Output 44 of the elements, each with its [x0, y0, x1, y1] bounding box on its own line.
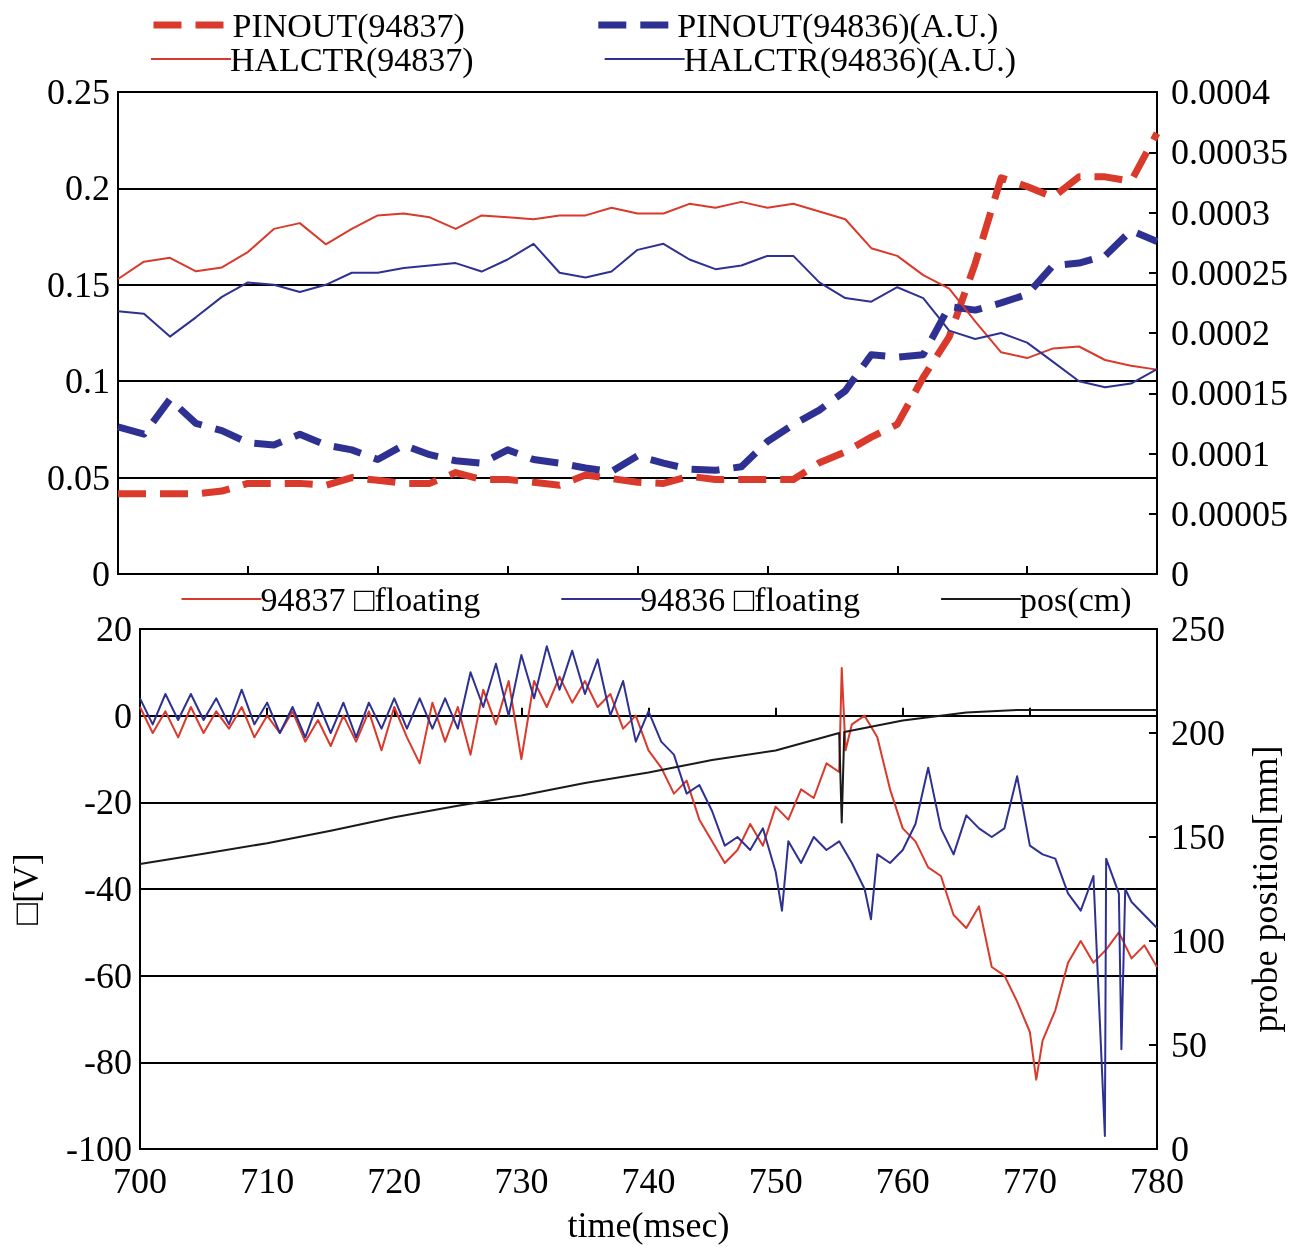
legend-label: 94836 □floating [640, 580, 861, 618]
x-tick-label: 730 [494, 1161, 549, 1201]
legend-label: 94837 □floating [260, 580, 481, 618]
y-tick-label: 0.05 [47, 457, 110, 498]
y2-tick-label: 100 [1171, 921, 1225, 961]
y2-tick-label: 0.0001 [1171, 433, 1270, 474]
y2-tick-label: 50 [1171, 1025, 1207, 1065]
x-tick-label: 720 [367, 1161, 422, 1201]
x-tick-label: 750 [748, 1161, 803, 1201]
y2-tick-label: 0.00035 [1171, 132, 1288, 173]
y2-tick-label: 0.0003 [1171, 192, 1270, 233]
y-tick-label: -80 [84, 1042, 132, 1083]
x-tick-label: 770 [1002, 1161, 1057, 1201]
y2-tick-label: 0.0004 [1171, 72, 1270, 112]
y2-tick-label: 0.00025 [1171, 252, 1288, 293]
y-tick-label: 0 [114, 695, 132, 736]
y-tick-label: -20 [84, 782, 132, 823]
y-tick-label: 20 [96, 609, 132, 649]
x-tick-label: 760 [875, 1161, 930, 1201]
x-axis-title: time(msec) [567, 1205, 730, 1245]
y2-tick-label: 200 [1171, 713, 1225, 753]
legend-label: PINOUT(94837) [232, 6, 465, 45]
x-tick-label: 710 [240, 1161, 295, 1201]
y-tick-label: 0.2 [65, 168, 110, 209]
y2-tick-label: 0.00005 [1171, 493, 1288, 534]
y2-axis-title: probe position[mm] [1245, 745, 1285, 1033]
y-tick-label: 0.1 [65, 361, 110, 402]
line-series [139, 709, 1158, 866]
legend-label: pos(cm) [1020, 580, 1132, 619]
y-tick-label: -40 [84, 869, 132, 909]
y2-tick-label: 250 [1171, 609, 1225, 649]
legend-label: PINOUT(94836)(A.U.) [677, 6, 999, 45]
y-axis-title: □[V] [6, 853, 46, 925]
y2-tick-label: 0 [1171, 554, 1189, 594]
y-tick-label: 0.25 [47, 72, 110, 112]
line-series [139, 645, 1158, 1137]
line-series [139, 667, 1158, 1081]
y-tick-label: 0 [92, 554, 110, 594]
y-tick-label: -60 [84, 955, 132, 996]
y-tick-label: 0.15 [47, 264, 110, 305]
y2-tick-label: 0.0002 [1171, 313, 1270, 353]
y2-tick-label: 0.00015 [1171, 373, 1288, 414]
x-tick-label: 740 [621, 1161, 676, 1201]
y2-tick-label: 150 [1171, 817, 1225, 857]
